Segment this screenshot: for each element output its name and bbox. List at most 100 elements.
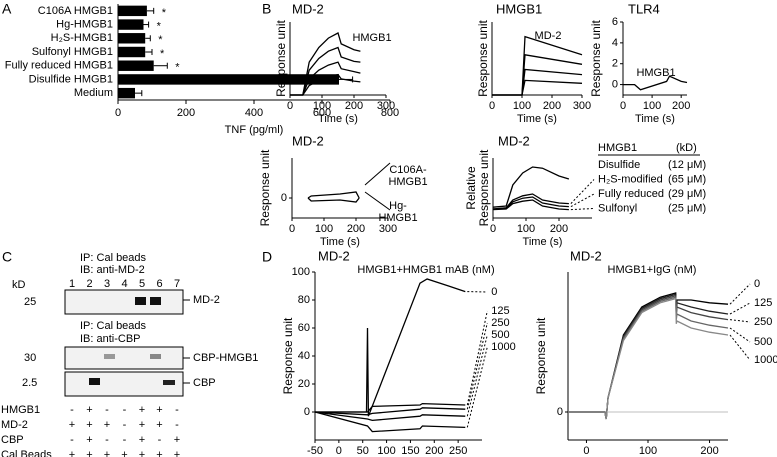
marker-label: 25 [24,296,36,308]
leader [466,310,488,406]
chart-title: MD-2 [498,133,530,148]
x-tick-label: 100 [315,223,333,235]
category-label: Hg-HMGB1 [56,18,113,30]
bar [118,5,147,17]
x-tick-label: 50 [357,445,369,457]
legend-label: 1000 [754,354,777,366]
line [492,166,570,208]
leader [729,319,751,323]
line [492,199,569,211]
sign: + [156,404,162,416]
x-tick-label: 200 [543,100,561,112]
x-tick-label: 150 [401,445,419,457]
x-tick-label: 800 [381,107,399,119]
sign: + [139,404,145,416]
category-label: Fully reduced HMGB1 [5,60,113,72]
y-label: Response unit [477,149,491,226]
panel-label: D [262,249,272,265]
line [492,79,583,96]
line [568,297,729,420]
bar [118,46,146,58]
line [290,73,361,96]
y-label: Response unit [274,19,288,96]
line [314,411,466,433]
lane-label: 5 [139,278,145,290]
x-tick-label: 400 [245,107,263,119]
lane-label: 2 [86,278,92,290]
lane-label: 1 [69,278,75,290]
panel-label: A [2,1,12,17]
y-tick-label: 0 [304,406,310,418]
legend-label: 0 [491,286,497,298]
table-cell: (12 μM) [668,159,706,171]
x-tick-label: 300 [379,223,397,235]
table-cell: H₂S-modified [598,173,663,185]
annotation: Hg- [389,200,407,212]
x-tick-label: 0 [489,100,495,112]
panel-label: C [2,249,12,265]
x-tick-label: 100 [517,223,535,235]
lane-label: 6 [156,278,162,290]
band [150,297,161,305]
x-tick-label: 200 [550,223,568,235]
blot-label: IB: anti-CBP [80,333,141,345]
y-tick-label: 6 [612,16,618,28]
legend-label: 250 [491,317,509,329]
y-tick-label: 0 [281,192,287,204]
row-label: HMGB1 [1,404,40,416]
sign: + [86,434,92,446]
sign: + [69,449,75,457]
x-tick-label: 200 [345,100,363,112]
y-label: Response unit [258,149,272,226]
x-tick-label: 300 [377,100,395,112]
chart-title: HMGB1 [496,1,542,16]
x-tick-label: 0 [620,100,626,112]
leader [570,208,595,211]
x-tick-label: 0 [336,445,342,457]
blot-label: IP: Cal beads [80,252,147,264]
category-label: H₂S-HMGB1 [51,32,113,44]
line [314,407,466,416]
band [163,380,175,385]
x-label: Time (s) [517,113,557,125]
category-label: C106A HMGB1 [38,5,113,17]
y-label: Response unit [281,317,295,394]
y-label: Relative [464,166,478,210]
sign: + [86,419,92,431]
y-tick-label: 0 [612,78,618,90]
blot-box [64,289,184,315]
sign: - [123,404,127,416]
y-tick-label: 40 [298,350,310,362]
x-tick-label: 600 [313,107,331,119]
chart-title: MD-2 [292,133,324,148]
x-label: Time (s) [635,113,675,125]
x-tick-label: 250 [449,445,467,457]
band-label: MD-2 [193,294,220,306]
leader [729,283,751,305]
leader [570,179,595,204]
band-label: CBP [193,377,216,389]
chart-title: TLR4 [628,1,660,16]
sign: + [174,434,180,446]
leader [570,193,595,208]
y-tick-label: 100 [292,266,310,278]
x-tick-label: 100 [643,100,661,112]
table-cell: Disulfide [598,159,640,171]
sign: - [175,419,179,431]
x-tick-label: 0 [287,100,293,112]
x-tick-label: 100 [513,100,531,112]
x-tick-label: 100 [377,445,395,457]
x-label: Time (s) [318,113,358,125]
x-tick-label: 200 [347,223,365,235]
x-tick-label: 200 [177,107,195,119]
line [623,75,688,91]
y-tick-label: 2 [612,58,618,70]
legend-label: 125 [491,305,509,317]
line [307,197,360,203]
legend-label: 1000 [491,341,515,353]
annotation: HMGB1 [388,176,427,188]
table-header: (kD) [676,142,697,154]
legend-label: 125 [754,297,772,309]
sign: + [139,419,145,431]
sign: - [70,434,74,446]
